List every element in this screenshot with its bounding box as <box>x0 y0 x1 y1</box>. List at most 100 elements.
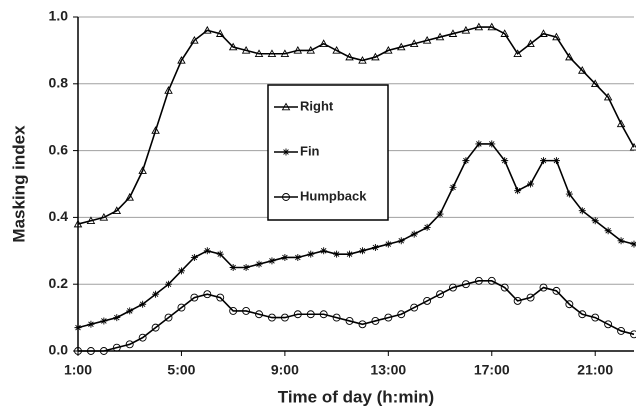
marker <box>552 286 561 295</box>
marker <box>422 35 432 44</box>
marker <box>578 66 587 74</box>
marker <box>526 39 535 47</box>
marker <box>423 223 431 231</box>
marker <box>203 25 212 34</box>
marker <box>228 42 238 51</box>
x-tick-label: 5:00 <box>167 362 195 378</box>
marker <box>410 303 419 312</box>
marker <box>281 253 289 261</box>
marker <box>280 313 289 322</box>
marker <box>241 45 251 54</box>
marker <box>294 253 302 261</box>
marker <box>526 293 535 302</box>
x-tick-label: 21:00 <box>577 362 613 378</box>
marker <box>177 303 186 312</box>
marker <box>282 193 290 201</box>
marker <box>565 300 574 309</box>
marker <box>604 320 613 329</box>
legend-label: Fin <box>300 143 320 158</box>
marker <box>216 293 225 302</box>
marker <box>177 267 185 275</box>
marker <box>488 140 496 148</box>
marker <box>501 157 509 165</box>
marker <box>384 313 393 322</box>
marker <box>578 310 587 319</box>
marker <box>267 49 277 57</box>
marker <box>384 240 392 248</box>
marker <box>436 290 444 299</box>
marker <box>590 79 600 88</box>
marker <box>242 306 251 315</box>
marker <box>513 49 522 57</box>
marker <box>630 240 636 248</box>
marker <box>138 333 147 342</box>
marker <box>539 29 548 37</box>
marker <box>125 340 134 349</box>
marker <box>487 276 496 285</box>
marker <box>603 92 613 101</box>
y-tick-label: 0.8 <box>49 75 69 91</box>
marker <box>282 148 290 156</box>
marker <box>112 206 122 214</box>
marker <box>474 22 484 31</box>
marker <box>616 119 626 128</box>
marker <box>293 310 302 319</box>
y-axis-label: Masking index <box>9 125 28 243</box>
marker <box>86 216 96 224</box>
marker <box>164 313 173 322</box>
marker <box>384 45 393 54</box>
marker <box>268 313 276 322</box>
marker <box>539 283 548 292</box>
x-tick-label: 13:00 <box>370 362 406 378</box>
marker <box>99 347 108 355</box>
marker <box>552 157 560 165</box>
series-line <box>78 280 635 352</box>
marker <box>87 320 95 328</box>
marker <box>216 250 224 258</box>
marker <box>112 343 121 352</box>
legend-label: Right <box>300 98 334 113</box>
marker <box>371 316 380 325</box>
marker <box>138 166 147 174</box>
y-tick-label: 0.2 <box>49 275 69 291</box>
marker <box>125 192 134 201</box>
marker <box>306 310 315 319</box>
marker <box>565 52 574 61</box>
marker <box>203 247 211 255</box>
marker <box>397 310 406 319</box>
marker <box>164 86 173 94</box>
x-tick-label: 1:00 <box>64 362 92 378</box>
marker <box>397 237 405 245</box>
marker <box>229 264 237 271</box>
marker <box>552 32 561 41</box>
marker <box>293 45 303 54</box>
x-tick-label: 9:00 <box>271 362 299 378</box>
marker <box>229 306 238 315</box>
marker <box>513 296 522 305</box>
marker <box>461 280 470 289</box>
x-tick-label: 17:00 <box>474 362 510 378</box>
marker <box>630 330 636 339</box>
marker <box>371 52 380 61</box>
marker <box>320 247 328 255</box>
marker <box>152 290 160 298</box>
series-line <box>77 26 635 225</box>
y-tick-label: 1.0 <box>49 8 69 24</box>
marker <box>190 35 199 44</box>
marker <box>487 22 497 31</box>
marker <box>358 247 366 255</box>
marker <box>332 313 341 322</box>
marker <box>591 217 599 225</box>
marker <box>255 310 263 319</box>
marker <box>617 327 626 335</box>
marker <box>126 307 134 315</box>
marker <box>215 29 225 37</box>
marker <box>254 49 264 57</box>
marker <box>435 32 445 41</box>
marker <box>474 276 483 285</box>
marker <box>514 187 522 195</box>
marker <box>151 126 160 134</box>
marker <box>449 183 457 191</box>
marker <box>306 45 316 54</box>
